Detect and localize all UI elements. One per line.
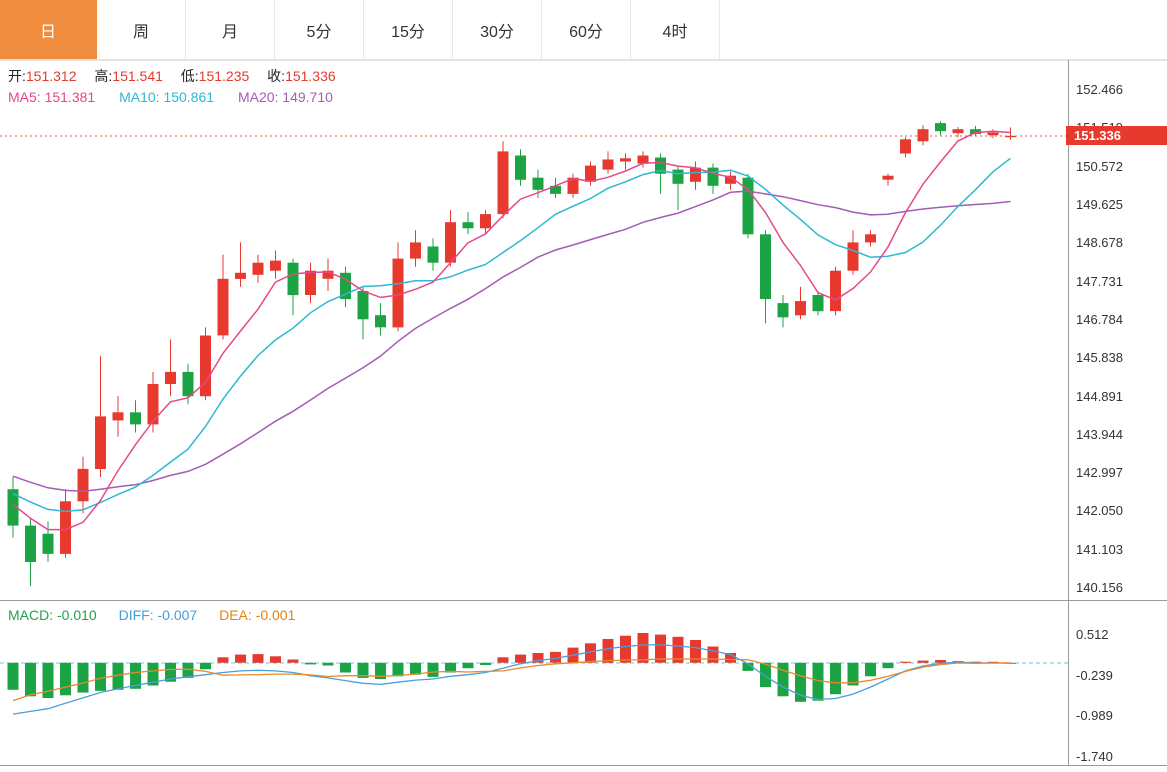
tab-day[interactable]: 日 bbox=[0, 0, 97, 59]
dea-value-readout: DEA: -0.001 bbox=[219, 607, 296, 623]
ohlc-readout: 开:151.312 高:151.541 低:151.235 收:151.336 bbox=[8, 66, 350, 86]
last-price-tag: 151.336 bbox=[1066, 126, 1167, 146]
tab-5min[interactable]: 5分 bbox=[275, 0, 364, 59]
macd-readout: MACD: -0.010 DIFF: -0.007 DEA: -0.001 bbox=[8, 607, 313, 623]
ma10-readout: MA10: 150.861 bbox=[119, 89, 215, 105]
period-tabbar: 日 周 月 5分 15分 30分 60分 4时 bbox=[0, 0, 1167, 60]
ma20-readout: MA20: 149.710 bbox=[237, 89, 333, 105]
tab-4hour[interactable]: 4时 bbox=[631, 0, 720, 59]
tab-month[interactable]: 月 bbox=[186, 0, 275, 59]
tab-15min[interactable]: 15分 bbox=[364, 0, 453, 59]
close-readout: 收:151.336 bbox=[267, 68, 336, 84]
tab-week[interactable]: 周 bbox=[97, 0, 186, 59]
ma-readout: MA5: 151.381 MA10: 150.861 MA20: 149.710 bbox=[8, 89, 353, 105]
low-readout: 低:151.235 bbox=[180, 68, 250, 84]
high-readout: 高:151.541 bbox=[94, 68, 163, 84]
open-readout: 开:151.312 bbox=[8, 68, 77, 84]
macd-value-readout: MACD: -0.010 bbox=[8, 607, 97, 623]
ma5-readout: MA5: 151.381 bbox=[8, 89, 96, 105]
diff-value-readout: DIFF: -0.007 bbox=[118, 607, 198, 623]
tab-60min[interactable]: 60分 bbox=[542, 0, 631, 59]
tab-30min[interactable]: 30分 bbox=[453, 0, 542, 59]
